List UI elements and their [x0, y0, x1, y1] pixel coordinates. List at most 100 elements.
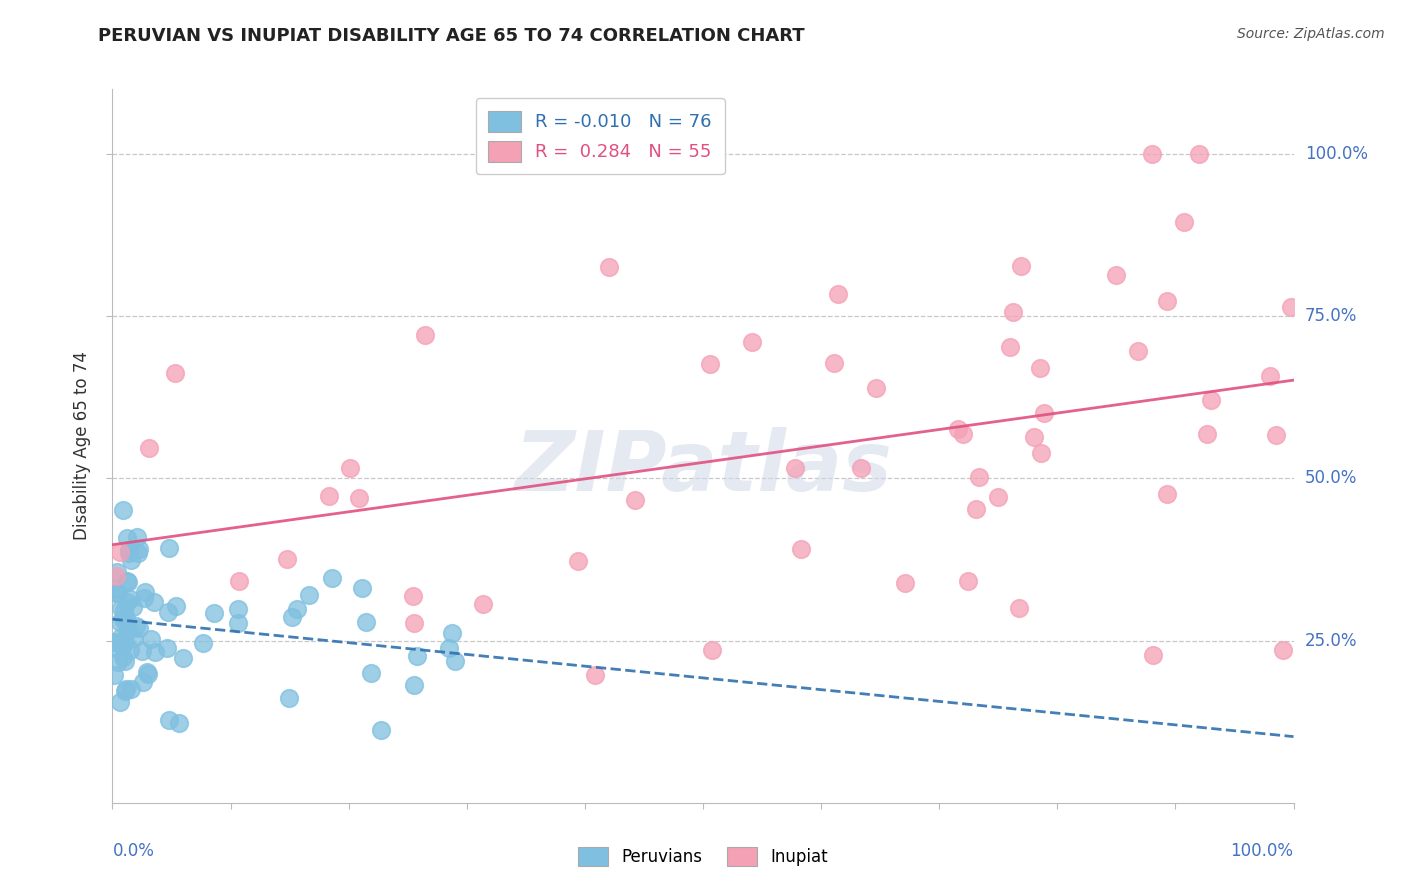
Text: PERUVIAN VS INUPIAT DISABILITY AGE 65 TO 74 CORRELATION CHART: PERUVIAN VS INUPIAT DISABILITY AGE 65 TO…: [98, 27, 806, 45]
Point: [128, 621, 150, 635]
Point: [125, 619, 148, 633]
Point: [1156, 487, 1178, 501]
Point: [114, 635, 136, 649]
Point: [156, 640, 179, 655]
Point: [1128, 344, 1150, 359]
Point: [120, 681, 142, 696]
Point: [112, 638, 135, 652]
Y-axis label: Disability Age 65 to 74: Disability Age 65 to 74: [73, 351, 91, 541]
Point: [117, 575, 139, 590]
Point: [1264, 427, 1286, 442]
Text: 0.0%: 0.0%: [112, 842, 155, 860]
Point: [226, 616, 249, 631]
Point: [115, 531, 138, 545]
Point: [103, 582, 125, 596]
Point: [112, 503, 135, 517]
Text: 100.0%: 100.0%: [1305, 145, 1368, 163]
Point: [115, 574, 138, 588]
Point: [115, 682, 138, 697]
Point: [157, 605, 180, 619]
Point: [226, 602, 249, 616]
Point: [350, 581, 373, 595]
Point: [1029, 446, 1052, 460]
Point: [790, 541, 813, 556]
Point: [117, 624, 139, 638]
Point: [700, 643, 723, 657]
Point: [169, 715, 191, 730]
Point: [1195, 427, 1218, 442]
Point: [121, 600, 143, 615]
Point: [111, 649, 134, 664]
Point: [108, 615, 131, 629]
Point: [108, 695, 131, 709]
Text: ZIPatlas: ZIPatlas: [515, 427, 891, 508]
Point: [946, 422, 969, 436]
Point: [157, 541, 180, 556]
Point: [1002, 304, 1025, 318]
Point: [987, 490, 1010, 504]
Point: [1173, 215, 1195, 229]
Point: [114, 684, 136, 698]
Point: [110, 544, 132, 558]
Point: [112, 612, 135, 626]
Point: [125, 530, 148, 544]
Point: [583, 668, 606, 682]
Point: [104, 569, 127, 583]
Point: [298, 588, 321, 602]
Text: Source: ZipAtlas.com: Source: ZipAtlas.com: [1237, 27, 1385, 41]
Point: [165, 599, 187, 613]
Point: [1000, 340, 1022, 354]
Point: [1272, 643, 1295, 657]
Point: [136, 666, 159, 681]
Point: [131, 644, 153, 658]
Point: [122, 631, 145, 645]
Point: [128, 542, 150, 557]
Point: [134, 585, 156, 599]
Point: [142, 595, 165, 609]
Text: 75.0%: 75.0%: [1305, 307, 1357, 326]
Point: [132, 674, 155, 689]
Point: [118, 591, 141, 606]
Point: [321, 571, 343, 585]
Point: [285, 602, 308, 616]
Point: [624, 492, 647, 507]
Point: [1199, 393, 1222, 408]
Text: 100.0%: 100.0%: [1230, 842, 1294, 860]
Point: [127, 546, 149, 560]
Point: [849, 460, 872, 475]
Point: [103, 668, 125, 682]
Point: [117, 624, 139, 639]
Point: [107, 586, 129, 600]
Point: [138, 441, 160, 455]
Point: [413, 327, 436, 342]
Point: [114, 654, 136, 668]
Point: [471, 597, 494, 611]
Point: [441, 626, 464, 640]
Point: [1029, 360, 1052, 375]
Point: [112, 603, 135, 617]
Point: [1032, 406, 1054, 420]
Point: [118, 542, 141, 557]
Point: [136, 665, 159, 680]
Point: [865, 381, 887, 395]
Point: [118, 642, 141, 657]
Point: [598, 260, 620, 275]
Point: [276, 551, 298, 566]
Point: [1156, 293, 1178, 308]
Point: [1279, 301, 1302, 315]
Point: [1188, 147, 1211, 161]
Point: [967, 470, 990, 484]
Point: [404, 678, 426, 692]
Point: [157, 713, 180, 727]
Point: [356, 615, 378, 629]
Point: [318, 489, 340, 503]
Point: [118, 546, 141, 560]
Point: [110, 600, 132, 615]
Point: [444, 654, 467, 668]
Point: [107, 636, 129, 650]
Point: [172, 651, 194, 665]
Text: 50.0%: 50.0%: [1305, 469, 1357, 487]
Point: [202, 606, 225, 620]
Point: [437, 640, 460, 655]
Point: [1142, 648, 1164, 662]
